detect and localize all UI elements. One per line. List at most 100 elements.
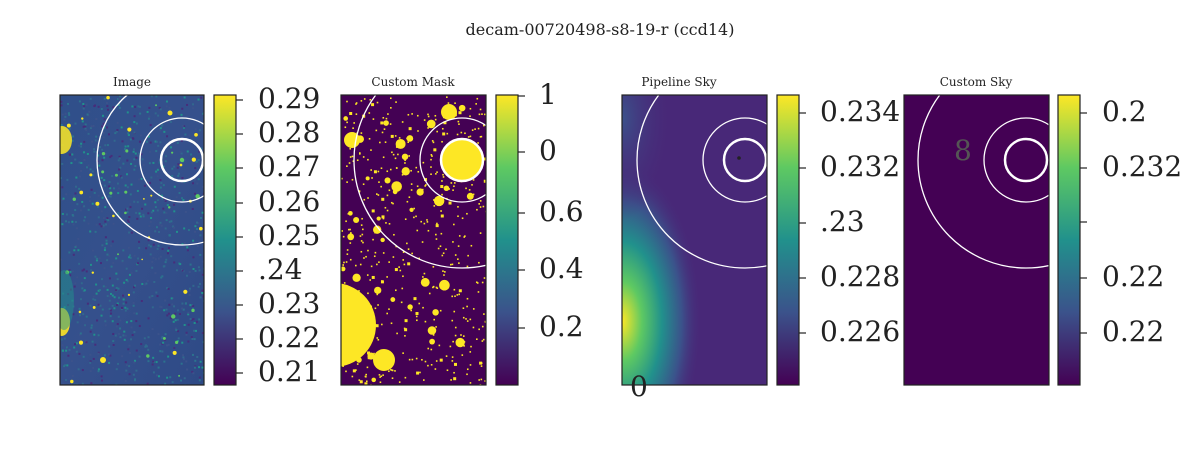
- image-noise-pixel: [118, 106, 121, 109]
- mask-pixel: [436, 222, 438, 225]
- image-noise-pixel: [81, 120, 84, 123]
- image-noise-pixel: [194, 365, 197, 368]
- custom-sky-frame: [903, 94, 1050, 386]
- image-noise-pixel: [102, 285, 105, 288]
- mask-pixel: [457, 206, 459, 208]
- mask-pixel: [378, 181, 380, 183]
- image-noise-pixel: [195, 160, 198, 163]
- image-noise-pixel: [182, 308, 185, 311]
- image-noise-pixel: [164, 333, 167, 336]
- image-noise-pixel: [107, 133, 110, 136]
- image-noise-pixel: [197, 159, 200, 162]
- image-noise-pixel: [161, 197, 164, 200]
- image-noise-pixel: [103, 97, 106, 100]
- image-noise-pixel: [186, 150, 189, 153]
- image-noise-pixel: [157, 114, 160, 117]
- image-star: [155, 104, 158, 107]
- image-noise-pixel: [72, 313, 75, 316]
- mask-pixel: [403, 327, 406, 330]
- image-noise-pixel: [84, 324, 87, 327]
- image-noise-pixel: [101, 125, 104, 128]
- image-noise-pixel: [180, 139, 183, 142]
- mask-pixel: [415, 312, 419, 316]
- image-noise-pixel: [162, 341, 165, 344]
- image-noise-pixel: [180, 152, 183, 155]
- image-noise-pixel: [144, 345, 147, 348]
- mask-blob: [352, 273, 361, 282]
- image-noise-pixel: [135, 369, 138, 372]
- image-noise-pixel: [61, 223, 64, 226]
- image-noise-pixel: [113, 139, 116, 142]
- mask-pixel: [435, 286, 438, 289]
- image-noise-pixel: [104, 246, 107, 249]
- image-noise-pixel: [187, 313, 190, 316]
- mask-pixel: [432, 266, 435, 268]
- mask-pixel: [366, 366, 369, 369]
- image-noise-pixel: [60, 177, 63, 180]
- mask-pixel: [372, 238, 374, 241]
- mask-pixel: [360, 250, 363, 253]
- image-noise-pixel: [89, 200, 92, 203]
- mask-pixel: [342, 235, 345, 238]
- image-noise-pixel: [148, 115, 151, 118]
- colorbar-tick-label: 0.232: [1102, 150, 1183, 183]
- image-noise-pixel: [110, 244, 113, 247]
- mask-pixel: [371, 177, 373, 179]
- mask-pixel: [424, 360, 427, 363]
- mask-blob: [401, 167, 410, 176]
- image-noise-pixel: [69, 274, 72, 277]
- image-star: [70, 379, 74, 384]
- mask-pixel: [435, 224, 439, 228]
- mask-pixel: [420, 220, 423, 223]
- mask-pixel: [377, 338, 380, 341]
- mask-pixel: [352, 127, 354, 129]
- image-noise-pixel: [112, 222, 115, 225]
- image-noise-pixel: [66, 347, 69, 350]
- image-noise-pixel: [171, 174, 174, 177]
- mask-pixel: [379, 141, 381, 144]
- image-noise-pixel: [170, 255, 173, 258]
- image-noise-pixel: [195, 320, 198, 323]
- image-noise-pixel: [148, 225, 151, 228]
- mask-pixel: [452, 241, 454, 243]
- image-noise-pixel: [73, 346, 76, 349]
- image-noise-pixel: [63, 337, 66, 340]
- image-noise-pixel: [60, 338, 63, 341]
- image-noise-pixel: [161, 247, 164, 250]
- image-noise-pixel: [117, 159, 120, 162]
- mask-blob: [420, 277, 430, 287]
- colorbar-tick-label: .24: [258, 253, 303, 286]
- image-star: [114, 173, 118, 177]
- image-noise-pixel: [124, 309, 127, 312]
- mask-pixel: [388, 370, 390, 373]
- image-noise-pixel: [90, 269, 93, 272]
- image-noise-pixel: [174, 327, 177, 330]
- mask-pixel: [475, 281, 478, 284]
- image-noise-pixel: [71, 220, 74, 223]
- image-noise-pixel: [156, 168, 159, 171]
- mask-pixel: [389, 97, 392, 100]
- image-noise-pixel: [114, 132, 117, 135]
- mask-pixel: [425, 184, 427, 186]
- image-noise-pixel: [158, 223, 161, 226]
- mask-pixel: [484, 157, 486, 161]
- mask-pixel: [373, 352, 375, 355]
- mask-pixel: [439, 245, 442, 248]
- mask-pixel: [440, 210, 442, 212]
- image-noise-pixel: [93, 333, 96, 336]
- mask-pixel: [454, 334, 457, 337]
- image-noise-pixel: [91, 340, 94, 343]
- mask-blob: [443, 185, 450, 192]
- image-noise-pixel: [64, 115, 67, 118]
- image-noise-pixel: [201, 211, 204, 214]
- image-noise-pixel: [79, 209, 82, 212]
- image-noise-pixel: [111, 174, 114, 177]
- image-noise-pixel: [140, 343, 143, 346]
- mask-pixel: [479, 108, 482, 111]
- heatmap-image: [59, 94, 205, 386]
- mask-pixel: [477, 127, 480, 130]
- mask-pixel: [478, 261, 480, 264]
- image-noise-pixel: [95, 135, 98, 138]
- mask-pixel: [380, 167, 383, 170]
- image-noise-pixel: [133, 131, 136, 134]
